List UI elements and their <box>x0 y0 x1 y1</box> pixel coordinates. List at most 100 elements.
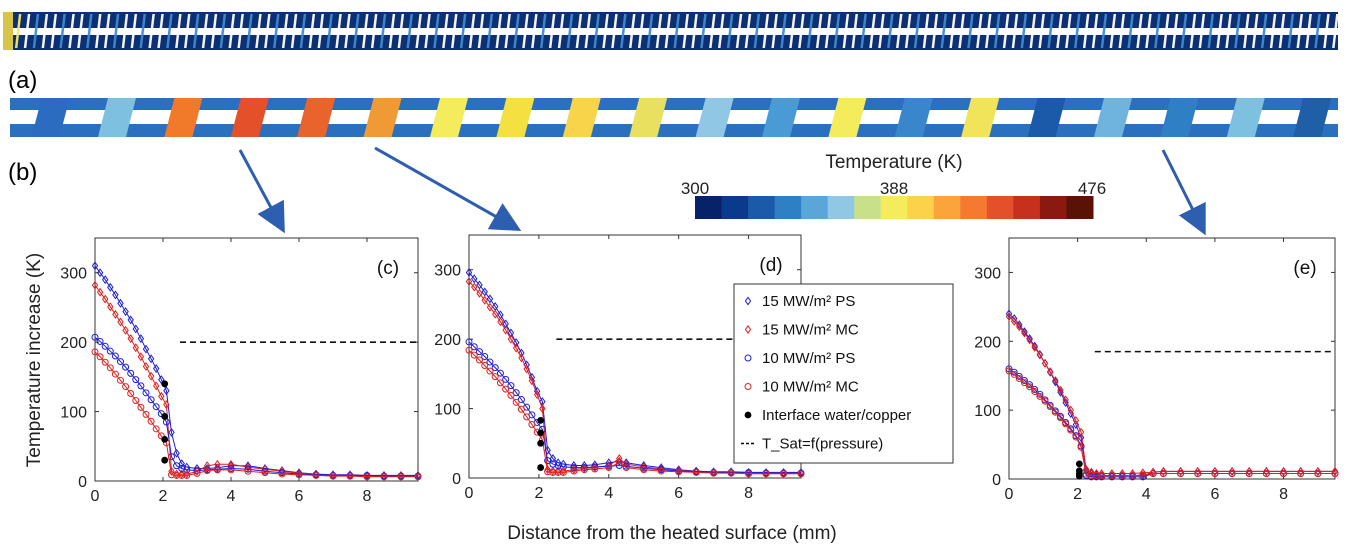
data-point <box>1280 469 1288 477</box>
data-point <box>496 369 504 377</box>
x-axis-label: Distance from the heated surface (mm) <box>507 523 836 544</box>
y-axis-label: Temperature increase (K) <box>24 253 45 467</box>
strip-stripe <box>1002 14 1010 48</box>
strip-stripe <box>860 14 867 48</box>
strip-stripe <box>112 14 120 48</box>
data-point <box>486 302 494 312</box>
colorbar-title: Temperature (K) <box>825 152 962 173</box>
pointer-arrow <box>238 149 285 234</box>
series-line <box>94 265 418 476</box>
data-point <box>465 268 473 277</box>
data-point <box>615 459 623 467</box>
data-point <box>295 471 303 479</box>
strip-stripe <box>584 14 591 48</box>
data-point <box>481 287 488 297</box>
strip-segment <box>762 98 800 137</box>
strip-stripe <box>869 14 876 48</box>
data-point <box>470 343 478 351</box>
legend-marker <box>744 411 752 419</box>
strip-stripe <box>611 14 618 48</box>
data-point <box>106 347 114 355</box>
data-point <box>203 461 211 471</box>
strip-stripe <box>949 14 956 48</box>
strip-stripe <box>691 14 698 48</box>
data-point <box>147 354 155 364</box>
strip-stripe <box>985 14 992 48</box>
strip-channel <box>10 110 1338 124</box>
strip-stripe <box>940 14 947 48</box>
strip-stripe <box>904 14 912 48</box>
data-point <box>278 470 286 478</box>
strip-stripe <box>157 14 164 48</box>
data-point <box>1051 408 1059 416</box>
data-point <box>111 352 119 360</box>
series <box>1075 460 1083 480</box>
data-point <box>523 364 530 374</box>
strip-stripe <box>264 14 271 48</box>
x-tick-label: 4 <box>227 488 236 505</box>
plot-panel-e: 0 2 4 6 8 0 100 200 300 (e) <box>974 237 1339 503</box>
strip-stripe <box>415 14 422 48</box>
strip-segment <box>695 98 734 137</box>
data-point <box>517 405 525 413</box>
colorbar-tick: 388 <box>880 179 908 198</box>
strip-stripe <box>255 14 262 48</box>
strip-stripe <box>967 14 974 48</box>
data-point <box>152 425 160 433</box>
strip-stripe <box>1323 14 1330 48</box>
data-point <box>193 464 201 473</box>
data-point <box>157 432 165 440</box>
strip-stripe <box>620 14 627 48</box>
strip-stripe <box>744 14 752 48</box>
strip-segment <box>31 98 70 137</box>
data-point <box>1057 385 1064 395</box>
strip-stripe <box>433 14 440 48</box>
data-point <box>486 294 494 304</box>
colorbar-swatch <box>695 196 723 219</box>
strip-segment <box>1094 98 1132 137</box>
data-point <box>528 376 536 386</box>
strip-stripe <box>1180 14 1188 48</box>
colorbar-swatch <box>1039 196 1067 219</box>
data-point <box>142 344 150 354</box>
plot-frame <box>1008 237 1336 480</box>
strip-stripe <box>993 14 1001 48</box>
data-point <box>117 317 124 327</box>
strip-stripe <box>1163 14 1170 48</box>
data-point <box>142 410 150 418</box>
strip-stripe <box>77 14 84 48</box>
data-point <box>1331 469 1339 477</box>
data-point <box>1015 374 1023 382</box>
strip-stripe <box>958 14 965 48</box>
legend-label: Interface water/copper <box>762 407 911 424</box>
data-point <box>127 315 134 325</box>
data-point <box>1098 472 1106 480</box>
pointer-arrow <box>374 146 522 231</box>
strip-segment <box>1293 98 1332 137</box>
strip-channel <box>3 28 1338 35</box>
data-point <box>507 328 515 338</box>
data-point <box>112 309 119 319</box>
data-point <box>227 459 235 469</box>
strip-stripe <box>68 14 75 48</box>
strip-stripe <box>1287 14 1295 48</box>
colorbar-swatch <box>854 196 882 219</box>
data-point <box>101 358 109 366</box>
data-point <box>507 382 515 390</box>
strip-segment <box>1027 98 1066 137</box>
data-point <box>1280 466 1287 476</box>
y-tick-label: 300 <box>60 266 87 283</box>
data-point <box>580 464 588 472</box>
data-point <box>554 468 562 476</box>
data-point <box>1211 466 1219 476</box>
strip-stripe <box>273 14 280 48</box>
data-point <box>486 367 494 375</box>
pointer-arrow <box>1161 149 1206 236</box>
strip-stripe <box>139 14 146 48</box>
strip-stripe <box>459 14 467 48</box>
data-point <box>346 472 354 480</box>
data-point <box>137 352 145 362</box>
x-tick-label: 2 <box>159 488 168 505</box>
data-point <box>414 473 422 481</box>
data-point <box>1077 427 1085 437</box>
